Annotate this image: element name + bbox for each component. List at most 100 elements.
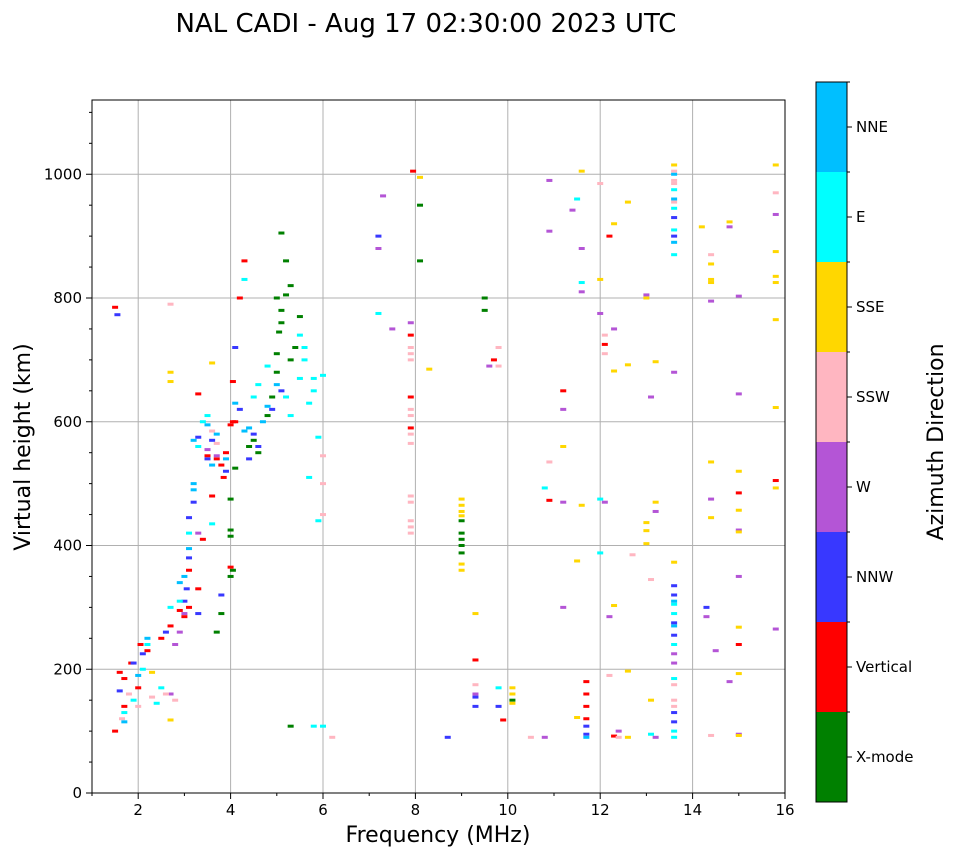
data-point xyxy=(209,429,216,433)
data-point xyxy=(772,479,779,483)
data-point xyxy=(597,311,604,315)
data-point xyxy=(195,612,202,616)
data-point xyxy=(135,686,142,690)
data-point xyxy=(583,704,590,708)
data-point xyxy=(500,718,507,722)
data-point xyxy=(578,290,585,294)
data-point xyxy=(458,503,465,507)
data-point xyxy=(671,178,678,182)
data-point xyxy=(648,732,655,736)
data-point xyxy=(708,733,715,737)
series-e xyxy=(121,188,678,739)
data-point xyxy=(407,352,414,356)
data-point xyxy=(643,296,650,300)
colorbar-tick-label: SSW xyxy=(856,388,890,406)
data-point xyxy=(320,513,326,517)
data-point xyxy=(121,720,128,724)
data-point xyxy=(583,724,590,728)
data-point xyxy=(407,426,414,430)
data-point xyxy=(204,457,211,461)
colorbar-segment xyxy=(816,352,847,442)
data-point xyxy=(135,673,142,677)
x-tick-label: 10 xyxy=(498,801,517,819)
data-point xyxy=(772,318,779,322)
data-point xyxy=(232,401,239,405)
data-point xyxy=(671,704,678,708)
data-point xyxy=(167,692,174,696)
data-point xyxy=(735,574,742,578)
data-point xyxy=(139,652,146,656)
data-point xyxy=(601,500,608,504)
data-point xyxy=(310,376,317,380)
data-point xyxy=(190,488,197,492)
data-point xyxy=(772,627,779,631)
data-point xyxy=(241,277,248,281)
data-point xyxy=(578,503,585,507)
data-point xyxy=(301,358,308,362)
colorbar-segment xyxy=(816,532,847,622)
data-point xyxy=(278,321,285,325)
data-point xyxy=(458,544,465,547)
data-point xyxy=(149,670,156,674)
data-point xyxy=(574,559,581,563)
colorbar-tick-label: E xyxy=(856,208,865,226)
data-point xyxy=(671,729,678,733)
data-point xyxy=(772,274,779,278)
data-point xyxy=(167,605,174,609)
series-x-mode xyxy=(213,203,516,728)
data-point xyxy=(458,519,465,523)
data-point xyxy=(375,247,382,250)
data-point xyxy=(301,346,308,349)
data-point xyxy=(583,717,590,721)
data-point xyxy=(772,191,779,195)
data-point xyxy=(195,587,202,591)
colorbar-label: Azimuth Direction xyxy=(924,343,949,540)
data-point xyxy=(546,178,553,182)
data-point xyxy=(273,296,280,300)
data-point xyxy=(315,435,322,439)
data-point xyxy=(255,383,262,387)
data-point xyxy=(195,392,202,396)
data-point xyxy=(495,704,502,708)
colorbar-tick-label: SSE xyxy=(856,298,885,316)
data-point xyxy=(624,363,631,367)
colorbar-segment xyxy=(816,442,847,532)
data-point xyxy=(671,612,678,616)
data-point xyxy=(560,389,567,393)
data-point xyxy=(227,528,234,532)
data-point xyxy=(389,327,396,331)
data-point xyxy=(458,537,465,541)
data-point xyxy=(227,574,234,578)
data-point xyxy=(135,704,142,708)
data-point xyxy=(735,491,742,495)
data-point xyxy=(144,636,151,640)
data-point xyxy=(222,469,229,473)
colorbar-frame xyxy=(815,81,848,803)
data-point xyxy=(199,420,206,424)
data-point xyxy=(375,311,382,315)
data-point xyxy=(708,281,715,285)
colorbar-segment xyxy=(816,172,847,262)
data-point xyxy=(481,308,488,312)
data-point xyxy=(112,305,119,309)
data-point xyxy=(458,551,465,555)
data-point xyxy=(276,330,283,334)
y-tick-label: 1000 xyxy=(44,165,82,183)
data-point xyxy=(509,701,516,705)
data-point xyxy=(624,735,631,739)
data-point xyxy=(472,695,479,699)
data-point xyxy=(229,568,236,572)
data-point xyxy=(735,625,742,629)
data-point xyxy=(703,615,710,619)
data-point xyxy=(509,698,516,702)
data-point xyxy=(278,231,285,235)
data-point xyxy=(671,169,678,173)
data-point xyxy=(417,203,424,207)
data-point xyxy=(495,346,502,349)
data-point xyxy=(250,438,257,442)
data-point xyxy=(597,551,604,555)
data-point xyxy=(176,581,183,585)
data-point xyxy=(597,497,604,501)
data-point xyxy=(283,293,290,297)
data-point xyxy=(569,208,576,212)
